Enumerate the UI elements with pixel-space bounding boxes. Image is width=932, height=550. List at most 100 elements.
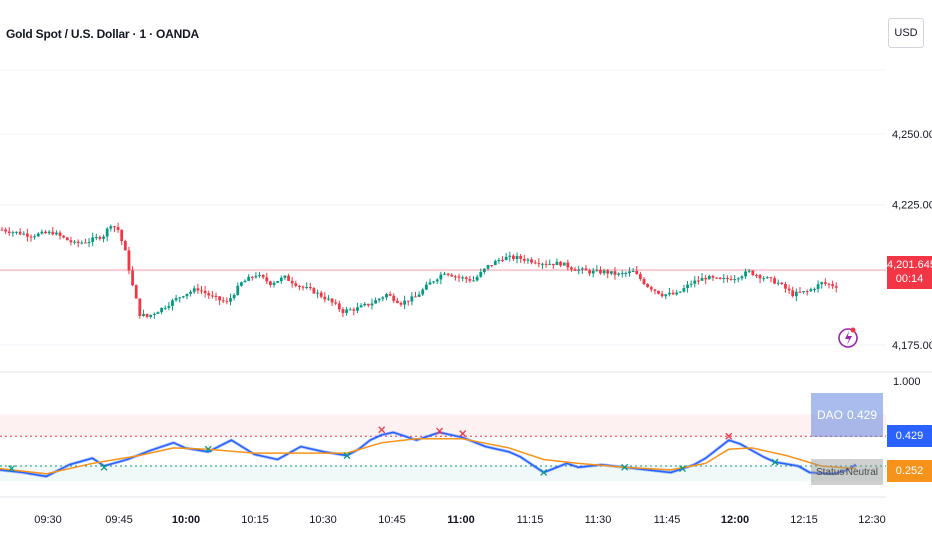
candle-body [337,303,341,310]
candle-body [123,241,127,251]
currency-button[interactable]: USD [888,18,924,48]
candle-body [51,231,55,235]
time-tick-label: 12:30 [858,514,886,526]
cross-marker [679,465,686,473]
candle-body [258,274,261,276]
candle-body [697,280,700,282]
candle-body [562,262,566,266]
time-tick-label: 11:15 [517,514,544,526]
candle-body [794,291,798,297]
oscillator-lines [0,430,857,478]
oversold-zone [0,466,886,482]
candle-body [490,265,494,267]
candle-body [305,286,309,288]
candle-body [649,287,653,290]
time-tick-label: 10:30 [309,514,337,526]
candle-body [167,305,171,308]
candle-body [508,255,512,257]
candle-body [47,231,51,234]
candle-body [519,255,523,259]
candle-body [113,226,116,228]
cross-marker [100,463,108,471]
cross-marker [378,426,386,434]
candle-body [667,292,671,295]
candle-body [406,300,410,302]
candle-body [464,277,468,280]
candle-body [773,278,776,284]
candle-body [374,300,377,304]
current-price-value: 4,201.645 [887,259,932,271]
candle-body [693,280,697,284]
candle-body [700,277,704,281]
lightning-alert-icon[interactable] [838,327,858,348]
candle-body [232,294,236,299]
time-tick-label: 09:30 [34,514,62,526]
candle-body [483,268,486,272]
candle-body [591,270,595,274]
dao-line [0,431,857,478]
candle-body [617,273,621,275]
status-value: Neutral [845,466,878,478]
candle-body [548,263,552,265]
candle-body [635,271,639,275]
candle-body [512,255,515,260]
cross-marker [771,458,779,466]
cross-marker [459,430,467,438]
candle-body [765,277,769,279]
candle-body [214,295,218,297]
price-grid [0,69,886,346]
candle-body [522,258,526,261]
time-tick-label: 12:15 [790,514,818,526]
current-price-tag: 4,201.645 00:14 [887,256,932,289]
time-axis[interactable]: 09:30 09:45 10:00 10:15 10:30 10:45 11:00 11:15… [34,514,886,526]
candle-body [330,298,334,303]
candle-body [722,278,726,280]
candle-body [834,286,838,288]
candle-body [805,291,809,293]
candle-body [370,303,374,306]
price-axis[interactable]: 4,250.000 4,225.000 4,175.000 [892,129,932,352]
candle-body [809,289,813,292]
candle-body [580,268,584,270]
candle-body [573,269,577,271]
candle-body [7,231,11,233]
cross-marker [204,445,212,453]
time-tick-label: 10:15 [241,514,269,526]
candle-body [671,292,675,295]
candlestick-series [0,222,838,319]
candle-body [261,274,265,278]
candle-body [678,291,682,293]
candle-body [395,300,399,303]
candle-body [559,261,562,266]
candle-body [218,296,222,301]
candle-body [606,270,610,274]
candle-body [196,288,200,291]
candle-body [356,307,359,311]
candle-body [73,241,76,243]
candle-body [588,270,591,274]
time-tick-label: 12:00 [721,514,749,526]
osc-axis-top-label: 1.000 [893,376,921,388]
candle-body [58,232,62,236]
candle-body [624,272,628,274]
candle-body [802,291,805,293]
candle-body [29,236,33,238]
candle-body [443,273,446,275]
candle-body [718,277,722,279]
candle-body [428,282,432,285]
candle-body [348,309,352,311]
candle-body [65,237,69,241]
candle-body [392,295,396,301]
candle-body [501,259,504,261]
candle-body [156,312,160,314]
time-tick-label: 10:45 [378,514,406,526]
candle-body [551,263,555,266]
candle-body [269,281,272,285]
candle-body [642,279,646,284]
candle-body [755,274,758,276]
candle-body [276,281,280,283]
candle-body [450,274,454,277]
symbol-title[interactable]: Gold Spot / U.S. Dollar · 1 · OANDA [6,27,200,41]
candle-body [780,282,784,285]
